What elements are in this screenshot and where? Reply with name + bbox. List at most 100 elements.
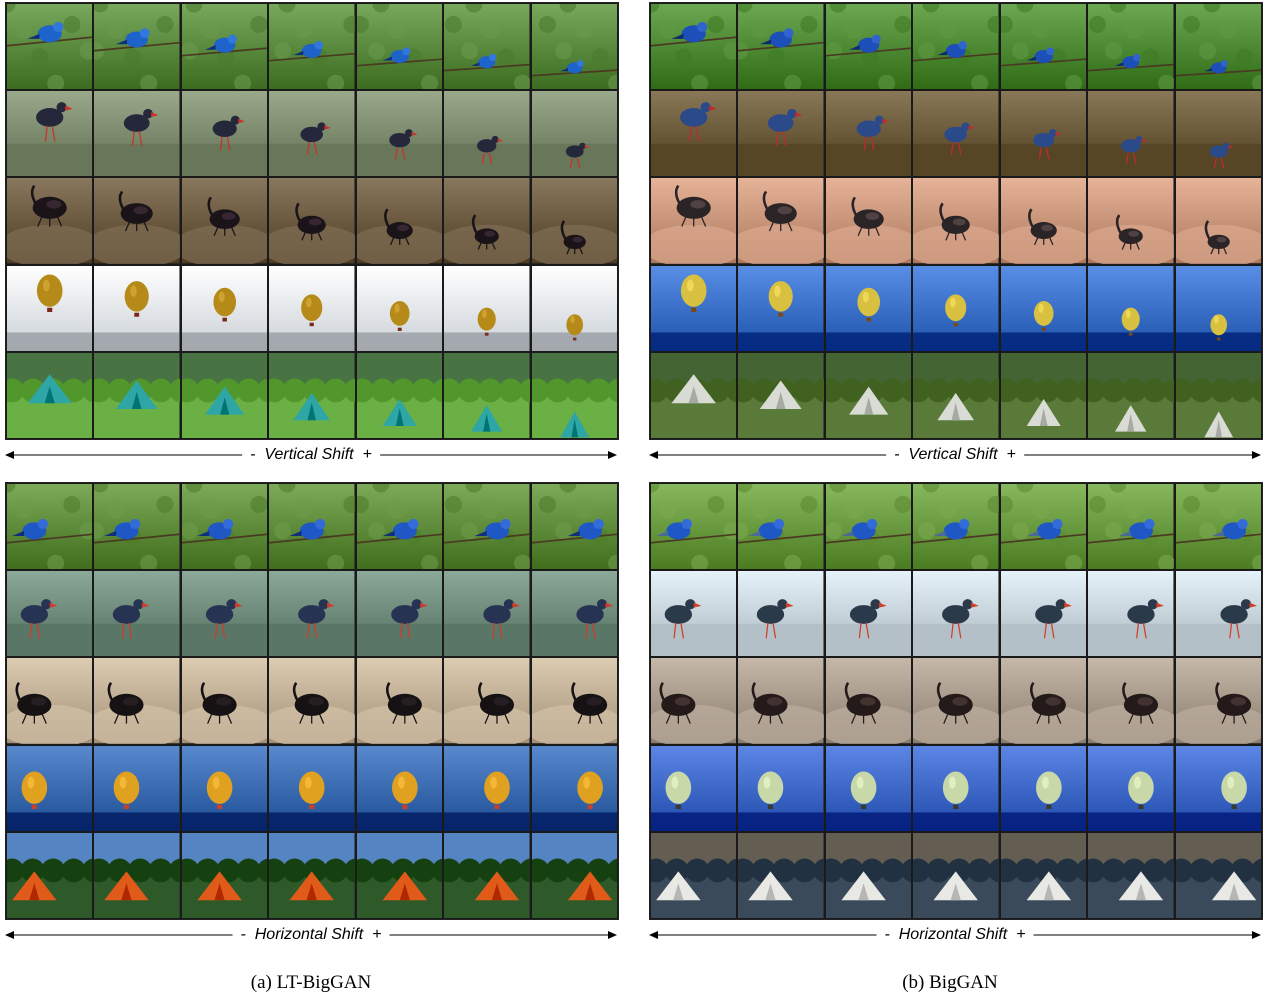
image-thumbnail: [738, 178, 824, 264]
image-grid-vertical: [5, 2, 619, 440]
generated-image-beetle: [268, 657, 356, 745]
image-thumbnail: [1088, 91, 1174, 177]
image-thumbnail: [181, 658, 268, 744]
image-thumbnail: [531, 265, 617, 351]
image-thumbnail: [7, 265, 93, 351]
image-thumbnail: [651, 658, 737, 744]
minus-sign: -: [250, 446, 256, 463]
generated-image-balloon: [6, 744, 94, 832]
image-thumbnail: [1000, 571, 1087, 657]
generated-image-tent: [999, 831, 1088, 919]
generated-image-bird: [824, 3, 913, 91]
image-thumbnail: [1088, 4, 1174, 90]
generated-image-balloon: [6, 264, 94, 352]
image-thumbnail: [1088, 658, 1174, 744]
generated-image-beetle: [737, 657, 825, 745]
generated-image-swamphen: [355, 90, 444, 178]
generated-image-bird: [912, 483, 1000, 571]
caption-a: (a) LT-BigGAN: [250, 972, 372, 993]
image-thumbnail: [94, 265, 180, 351]
generated-image-tent: [737, 831, 825, 919]
minus-sign: -: [894, 446, 900, 463]
image-thumbnail: [444, 178, 530, 264]
generated-image-bird: [355, 3, 444, 91]
generated-image-balloon: [650, 744, 738, 832]
generated-image-tent: [912, 351, 1000, 439]
image-thumbnail: [181, 484, 268, 570]
generated-image-tent: [93, 831, 181, 919]
image-thumbnail: [1175, 352, 1261, 438]
image-thumbnail: [356, 265, 443, 351]
generated-image-beetle: [93, 177, 181, 265]
generated-image-bird: [443, 483, 531, 571]
generated-image-tent: [530, 351, 618, 439]
image-thumbnail: [7, 658, 93, 744]
generated-image-beetle: [737, 177, 825, 265]
image-thumbnail: [825, 571, 912, 657]
generated-image-swamphen: [912, 570, 1000, 658]
generated-image-swamphen: [268, 570, 356, 658]
shift-label: Vertical Shift: [264, 446, 354, 463]
generated-image-bird: [268, 483, 356, 571]
generated-image-tent: [180, 351, 269, 439]
generated-image-beetle: [6, 657, 94, 745]
generated-image-tent: [530, 831, 618, 919]
generated-image-swamphen: [443, 570, 531, 658]
generated-image-bird: [737, 483, 825, 571]
image-thumbnail: [1000, 91, 1087, 177]
image-thumbnail: [913, 178, 999, 264]
axis-vertical-shift: - Vertical Shift +: [5, 445, 617, 465]
image-thumbnail: [1175, 178, 1261, 264]
generated-image-swamphen: [1174, 570, 1262, 658]
generated-image-tent: [93, 351, 181, 439]
generated-image-bird: [530, 3, 618, 91]
image-thumbnail: [7, 178, 93, 264]
image-thumbnail: [651, 832, 737, 918]
generated-image-swamphen: [268, 90, 356, 178]
image-thumbnail: [181, 4, 268, 90]
generated-image-bird: [912, 3, 1000, 91]
generated-image-bird: [650, 483, 738, 571]
image-thumbnail: [94, 571, 180, 657]
image-thumbnail: [738, 4, 824, 90]
image-thumbnail: [181, 832, 268, 918]
image-thumbnail: [738, 484, 824, 570]
axis-label: - Horizontal Shift +: [232, 925, 390, 945]
generated-image-beetle: [180, 657, 269, 745]
generated-image-tent: [268, 831, 356, 919]
axis-vertical-shift: - Vertical Shift +: [649, 445, 1261, 465]
generated-image-tent: [1174, 351, 1262, 439]
generated-image-tent: [912, 831, 1000, 919]
generated-image-bird: [530, 483, 618, 571]
shift-label: Horizontal Shift: [254, 926, 364, 943]
generated-image-bird: [824, 483, 913, 571]
generated-image-tent: [650, 831, 738, 919]
image-thumbnail: [356, 178, 443, 264]
image-thumbnail: [651, 571, 737, 657]
generated-image-swamphen: [443, 90, 531, 178]
generated-image-beetle: [443, 177, 531, 265]
generated-image-beetle: [1174, 177, 1262, 265]
generated-image-swamphen: [650, 570, 738, 658]
generated-image-tent: [6, 831, 94, 919]
image-thumbnail: [7, 571, 93, 657]
image-thumbnail: [269, 571, 355, 657]
generated-image-swamphen: [180, 570, 269, 658]
image-thumbnail: [1088, 745, 1174, 831]
image-thumbnail: [531, 484, 617, 570]
generated-image-balloon: [999, 744, 1088, 832]
generated-image-beetle: [824, 177, 913, 265]
generated-image-bird: [1087, 483, 1175, 571]
generated-image-beetle: [1087, 177, 1175, 265]
image-thumbnail: [356, 571, 443, 657]
generated-image-bird: [1174, 3, 1262, 91]
generated-image-swamphen: [650, 90, 738, 178]
generated-image-tent: [180, 831, 269, 919]
image-thumbnail: [269, 352, 355, 438]
generated-image-beetle: [530, 177, 618, 265]
generated-image-beetle: [268, 177, 356, 265]
image-thumbnail: [7, 91, 93, 177]
caption-b: (b) BigGAN: [902, 972, 998, 993]
image-thumbnail: [651, 178, 737, 264]
image-thumbnail: [825, 352, 912, 438]
